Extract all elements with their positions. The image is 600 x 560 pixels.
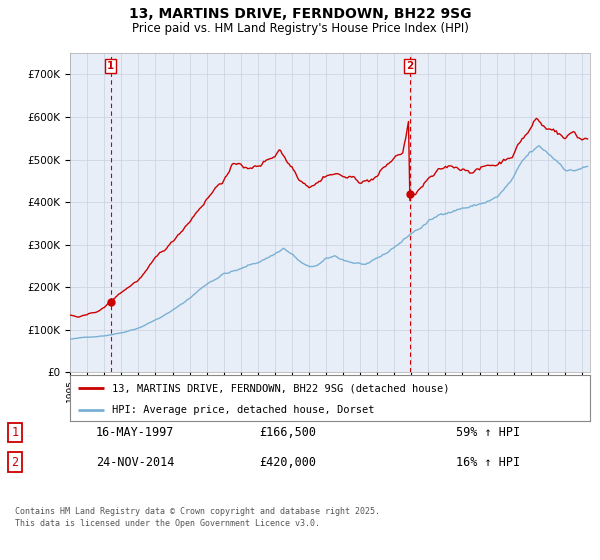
Text: 24-NOV-2014: 24-NOV-2014 (96, 455, 175, 469)
Text: HPI: Average price, detached house, Dorset: HPI: Average price, detached house, Dors… (112, 405, 374, 414)
Text: 1: 1 (107, 61, 114, 71)
Text: 59% ↑ HPI: 59% ↑ HPI (456, 426, 520, 439)
Text: Contains HM Land Registry data © Crown copyright and database right 2025.
This d: Contains HM Land Registry data © Crown c… (15, 507, 380, 528)
Text: 2: 2 (406, 61, 413, 71)
Text: 2: 2 (11, 455, 19, 469)
Text: 13, MARTINS DRIVE, FERNDOWN, BH22 9SG: 13, MARTINS DRIVE, FERNDOWN, BH22 9SG (129, 7, 471, 21)
Text: 16% ↑ HPI: 16% ↑ HPI (456, 455, 520, 469)
Text: 1: 1 (11, 426, 19, 439)
Text: Price paid vs. HM Land Registry's House Price Index (HPI): Price paid vs. HM Land Registry's House … (131, 22, 469, 35)
Text: 16-MAY-1997: 16-MAY-1997 (96, 426, 175, 439)
Text: 13, MARTINS DRIVE, FERNDOWN, BH22 9SG (detached house): 13, MARTINS DRIVE, FERNDOWN, BH22 9SG (d… (112, 383, 449, 393)
Text: £420,000: £420,000 (260, 455, 317, 469)
Text: £166,500: £166,500 (260, 426, 317, 439)
